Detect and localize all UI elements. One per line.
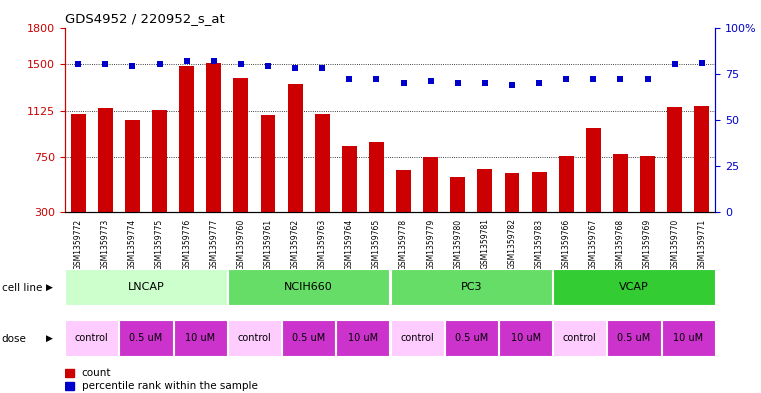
Bar xyxy=(390,269,552,305)
Point xyxy=(180,58,193,64)
Text: 0.5 uM: 0.5 uM xyxy=(129,333,163,343)
Text: control: control xyxy=(75,333,109,343)
Bar xyxy=(234,78,248,212)
Bar xyxy=(125,120,140,212)
Bar xyxy=(98,108,113,212)
Text: PC3: PC3 xyxy=(460,282,482,292)
Bar xyxy=(71,114,86,212)
Point xyxy=(479,80,491,86)
Bar xyxy=(499,320,552,356)
Bar xyxy=(369,142,384,212)
Text: percentile rank within the sample: percentile rank within the sample xyxy=(82,381,258,391)
Point xyxy=(397,80,409,86)
Text: cell line: cell line xyxy=(2,283,42,293)
Text: GDS4952 / 220952_s_at: GDS4952 / 220952_s_at xyxy=(65,12,224,25)
Bar xyxy=(288,84,303,212)
Bar xyxy=(342,146,357,212)
Text: LNCAP: LNCAP xyxy=(128,282,164,292)
Text: control: control xyxy=(563,333,597,343)
Bar xyxy=(423,157,438,212)
Text: ▶: ▶ xyxy=(46,283,53,292)
Point xyxy=(452,80,464,86)
Bar xyxy=(336,320,390,356)
Bar xyxy=(315,114,330,212)
Bar xyxy=(65,320,119,356)
Bar xyxy=(451,176,465,212)
Bar xyxy=(390,320,444,356)
Point xyxy=(99,61,111,68)
Point xyxy=(235,61,247,68)
Bar xyxy=(180,66,194,212)
Bar xyxy=(532,172,546,212)
Text: 10 uM: 10 uM xyxy=(511,333,540,343)
Point xyxy=(696,59,708,66)
Point xyxy=(560,76,572,83)
Bar xyxy=(65,269,227,305)
Bar xyxy=(553,269,715,305)
Text: 0.5 uM: 0.5 uM xyxy=(292,333,325,343)
Bar xyxy=(667,107,682,212)
Bar xyxy=(228,269,390,305)
Point xyxy=(289,65,301,71)
Text: 10 uM: 10 uM xyxy=(185,333,215,343)
Point xyxy=(669,61,681,68)
Point xyxy=(343,76,355,83)
Bar xyxy=(260,115,275,212)
Bar xyxy=(694,106,709,212)
Point xyxy=(587,76,600,83)
Bar xyxy=(477,169,492,212)
Bar xyxy=(505,173,520,212)
Bar xyxy=(282,320,336,356)
Text: 0.5 uM: 0.5 uM xyxy=(455,333,488,343)
Text: 10 uM: 10 uM xyxy=(348,333,378,343)
Bar xyxy=(396,170,411,212)
Text: 10 uM: 10 uM xyxy=(673,333,703,343)
Text: control: control xyxy=(400,333,434,343)
Point xyxy=(208,58,220,64)
Text: count: count xyxy=(82,368,111,378)
Bar xyxy=(640,156,655,212)
Point xyxy=(614,76,626,83)
Bar xyxy=(553,320,607,356)
Text: control: control xyxy=(237,333,272,343)
Bar xyxy=(661,320,715,356)
Bar xyxy=(65,382,75,390)
Bar xyxy=(228,320,281,356)
Point xyxy=(371,76,383,83)
Bar xyxy=(586,129,600,212)
Text: NCIH660: NCIH660 xyxy=(285,282,333,292)
Bar xyxy=(152,110,167,212)
Bar xyxy=(119,320,173,356)
Bar xyxy=(444,320,498,356)
Point xyxy=(126,63,139,70)
Point xyxy=(72,61,84,68)
Point xyxy=(425,78,437,84)
Text: ▶: ▶ xyxy=(46,334,53,343)
Bar xyxy=(206,63,221,212)
Point xyxy=(642,76,654,83)
Bar xyxy=(174,320,227,356)
Point xyxy=(533,80,545,86)
Text: VCAP: VCAP xyxy=(619,282,649,292)
Point xyxy=(506,82,518,88)
Bar xyxy=(607,320,661,356)
Text: 0.5 uM: 0.5 uM xyxy=(617,333,651,343)
Bar xyxy=(613,154,628,212)
Text: dose: dose xyxy=(2,334,27,344)
Bar xyxy=(559,156,574,212)
Point xyxy=(154,61,166,68)
Point xyxy=(316,65,328,71)
Point xyxy=(262,63,274,70)
Bar xyxy=(65,369,75,377)
